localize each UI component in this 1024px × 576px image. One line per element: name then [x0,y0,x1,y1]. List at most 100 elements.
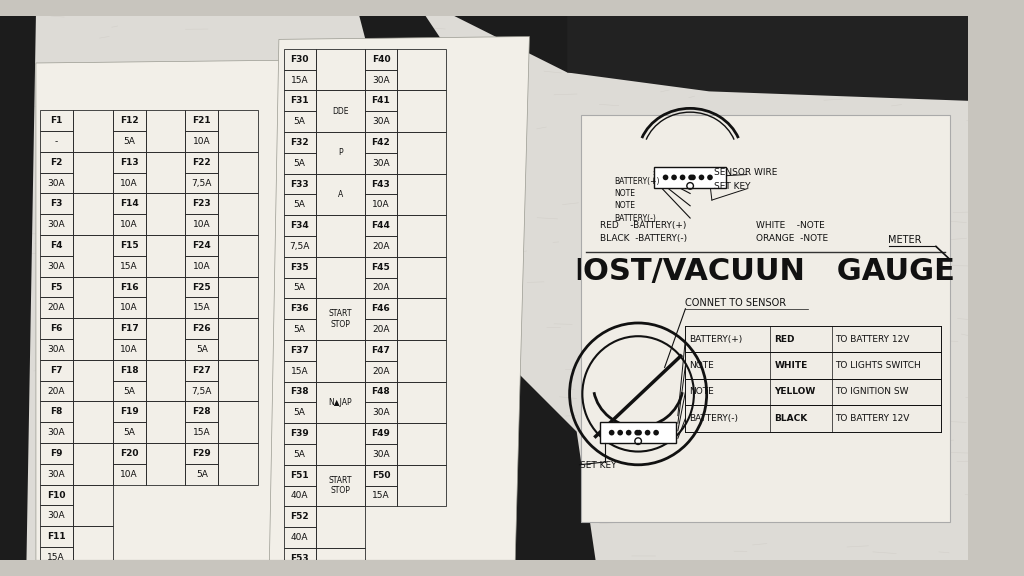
Text: F1: F1 [50,116,62,125]
Bar [40,173,73,194]
Text: F40: F40 [372,55,390,64]
Text: 20A: 20A [47,386,65,396]
Bar [365,423,397,444]
Bar [365,70,397,90]
Text: BLACK: BLACK [774,414,808,423]
Bar [365,278,397,298]
Text: YELLOW: YELLOW [774,388,815,396]
Bar [113,360,145,381]
Bar [40,464,73,484]
Bar [185,360,218,381]
Bar [73,443,113,484]
Bar [397,90,446,132]
Bar [40,297,73,319]
Text: F21: F21 [193,116,211,125]
Text: F36: F36 [291,304,309,313]
Bar [73,235,113,276]
Text: F5: F5 [50,283,62,291]
Bar [113,319,145,339]
Text: 5A: 5A [294,159,305,168]
Bar [397,132,446,173]
Text: WHITE: WHITE [774,361,808,370]
Bar [284,548,315,569]
Text: SET KEY: SET KEY [580,461,616,469]
Bar [365,444,397,465]
Bar [113,152,145,173]
Bar [113,110,145,131]
Text: 5A: 5A [294,325,305,334]
Bar [284,70,315,90]
Circle shape [609,430,614,435]
Bar [284,298,315,319]
Bar [145,443,185,484]
Text: 10A: 10A [120,304,138,312]
Bar [315,548,365,576]
Text: 15A: 15A [47,553,66,562]
Bar [284,153,315,173]
Bar [185,276,218,297]
Circle shape [680,175,685,180]
Bar [218,443,258,484]
Bar [113,422,145,443]
Bar [654,167,726,188]
Bar [284,381,315,403]
Text: F25: F25 [193,283,211,291]
Text: F4: F4 [50,241,62,250]
Polygon shape [269,36,529,560]
Bar [315,132,365,173]
Text: 20A: 20A [373,367,390,376]
Bar [113,401,145,422]
Bar [145,152,185,194]
Polygon shape [0,16,968,82]
Bar [397,173,446,215]
Bar [315,298,365,340]
Bar [40,443,73,464]
Bar [365,298,397,319]
Text: 15A: 15A [194,304,211,312]
Bar [284,486,315,506]
Text: NOTE: NOTE [614,189,636,198]
Text: F10: F10 [47,491,66,499]
Text: NOTE: NOTE [689,361,714,370]
Bar [73,484,113,526]
Text: 30A: 30A [372,408,390,417]
Bar [40,422,73,443]
Text: 30A: 30A [47,345,66,354]
Bar [145,235,185,276]
Bar [145,194,185,235]
Bar [113,173,145,194]
Text: BATTERY(+): BATTERY(+) [614,177,660,185]
Bar [397,381,446,423]
Text: F13: F13 [120,158,138,167]
Bar [40,131,73,152]
Text: F6: F6 [50,324,62,333]
Bar [185,319,218,339]
Bar [113,464,145,484]
Text: F16: F16 [120,283,138,291]
Bar [145,319,185,360]
Bar [365,90,397,111]
Bar [218,194,258,235]
Bar [40,276,73,297]
Text: 5A: 5A [294,117,305,126]
Text: F33: F33 [291,180,309,188]
Text: F35: F35 [291,263,309,272]
Bar [284,278,315,298]
Bar [185,297,218,319]
Text: F2: F2 [50,158,62,167]
Polygon shape [567,16,968,101]
Bar [40,339,73,360]
Bar [284,319,315,340]
Text: F47: F47 [372,346,390,355]
Circle shape [708,175,713,180]
Bar [113,256,145,276]
Text: 10A: 10A [194,220,211,229]
Text: TO IGNITION SW: TO IGNITION SW [835,388,908,396]
Text: RED    -BATTERY(+): RED -BATTERY(+) [600,221,687,230]
Bar [185,173,218,194]
Bar [185,401,218,422]
Text: 40A: 40A [291,491,308,501]
Text: 40A: 40A [291,575,308,576]
Bar [315,506,365,548]
Text: 10A: 10A [120,345,138,354]
